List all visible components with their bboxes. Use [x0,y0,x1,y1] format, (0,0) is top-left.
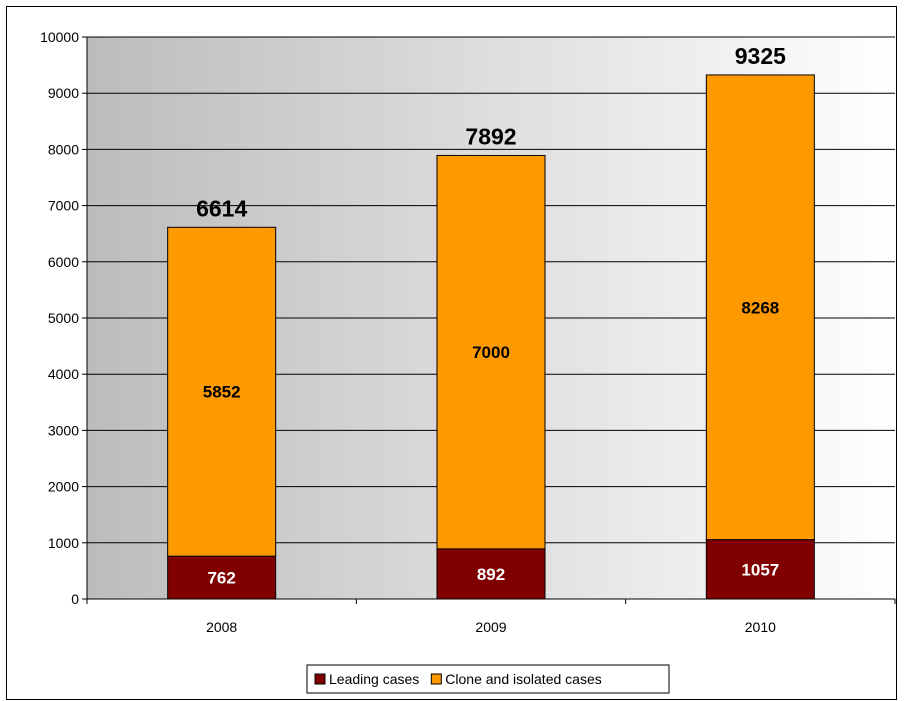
legend: Leading cases Clone and isolated cases [306,664,670,694]
bar-value-label: 8268 [741,298,779,317]
x-tick-label: 2010 [745,619,776,635]
y-tick-label: 8000 [48,141,79,157]
y-tick-label: 0 [71,591,79,607]
bar-value-label: 1057 [741,560,779,579]
bar-total-label: 7892 [465,123,516,149]
x-tick-label: 2009 [475,619,506,635]
legend-box [306,664,670,694]
x-tick-label: 2008 [206,619,237,635]
bar-segment [167,226,277,557]
legend-swatch [430,673,442,685]
bars: 762 5852 6614 892 7000 7892 1057 8268 9325 [167,43,815,600]
bar-value-label: 762 [207,569,235,588]
bar-total-label: 9325 [735,43,786,69]
legend-swatch [314,673,326,685]
y-tick-label: 3000 [48,422,79,438]
bar-total-label: 6614 [196,195,247,221]
bar-segment [705,74,815,541]
bar-segment [436,154,546,550]
y-tick-label: 5000 [48,310,79,326]
y-tick-label: 2000 [48,479,79,495]
y-tick-label: 6000 [48,254,79,270]
y-tick-label: 10000 [40,29,79,45]
bar-value-label: 7000 [472,343,510,362]
bar-value-label: 5852 [203,383,241,402]
legend-label: Clone and isolated cases [445,671,601,687]
y-tick-label: 9000 [48,85,79,101]
y-tick-label: 7000 [48,198,79,214]
bar-segment [705,539,815,600]
bar-value-label: 892 [477,565,505,584]
y-tick-label: 1000 [48,535,79,551]
y-tick-label: 4000 [48,366,79,382]
legend-label: Leading cases [329,671,419,687]
axes: 0 1000 2000 3000 4000 5000 6000 7000 8000 9000 100… [40,29,896,635]
